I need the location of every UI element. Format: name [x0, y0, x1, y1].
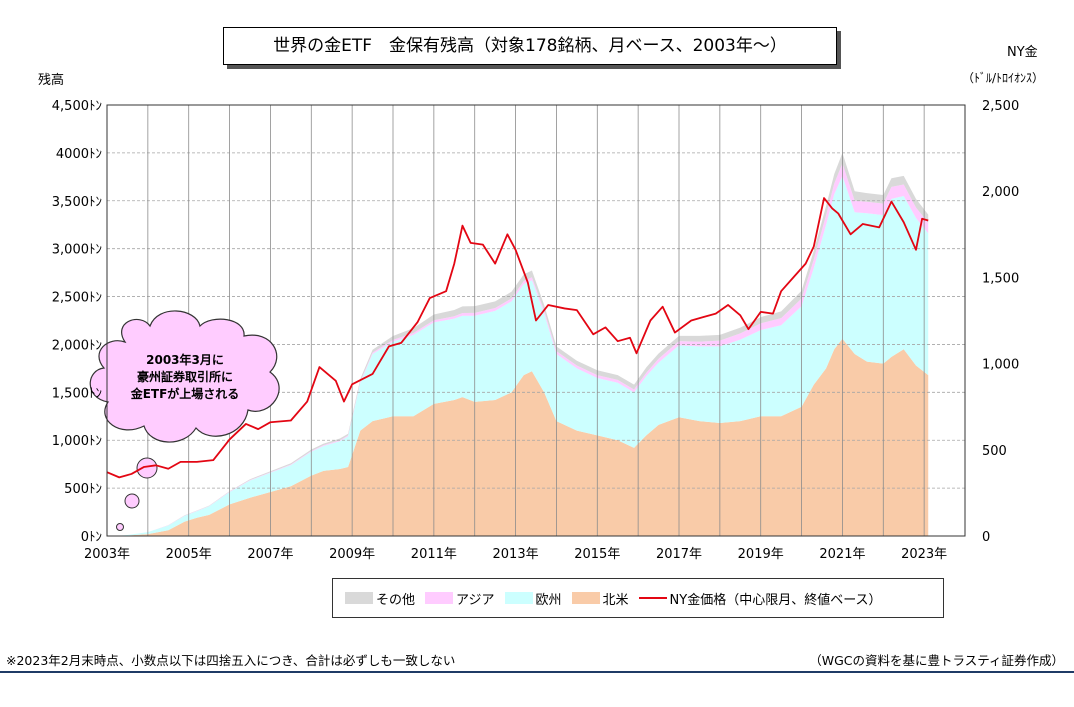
callout-cloud-shape [89, 310, 280, 443]
legend-swatch-europe [504, 592, 533, 604]
right-axis-title: NY金 [1007, 45, 1038, 60]
left-tick-label: 2,000ﾄﾝ [52, 338, 102, 353]
legend-swatch-north-america [571, 592, 600, 604]
right-tick-label: 0 [982, 530, 990, 545]
callout-cloud [89, 310, 280, 531]
left-tick-label: 2,500ﾄﾝ [52, 291, 102, 306]
left-axis-labels: 0ﾄﾝ 500ﾄﾝ 1,000ﾄﾝ 1,500ﾄﾝ 2,000ﾄﾝ 2,500ﾄﾝ 3,00… [52, 99, 102, 545]
right-tick-label: 1,500 [982, 271, 1019, 286]
legend-swatch-price [638, 597, 667, 599]
legend-item-asia: アジア [425, 589, 495, 608]
left-tick-label: 500ﾄﾝ [64, 482, 102, 497]
left-tick-label: 1,500ﾄﾝ [52, 386, 102, 401]
grid-lines [107, 105, 965, 536]
left-tick-label: 3,000ﾄﾝ [52, 243, 102, 258]
x-tick-label: 2017年 [656, 547, 702, 562]
legend-item-price: NY金価格（中心限月、終値ベース） [638, 589, 882, 608]
legend-swatch-asia [425, 592, 454, 604]
legend-item-north-america: 北米 [571, 589, 629, 608]
left-tick-label: 4,500ﾄﾝ [52, 99, 102, 114]
left-tick-label: 0ﾄﾝ [81, 530, 102, 545]
callout-line-1: 2003年3月に [146, 353, 224, 367]
right-axis-labels: 0 500 1,000 1,500 2,000 2,500 [982, 99, 1019, 545]
right-tick-label: 2,500 [982, 99, 1019, 114]
callout-bubble-small [116, 523, 124, 531]
left-tick-label: 1,000ﾄﾝ [52, 434, 102, 449]
x-tick-label: 2005年 [166, 547, 212, 562]
footer-rule [0, 671, 1074, 673]
price-line [106, 197, 929, 479]
legend-label-other: その他 [376, 592, 416, 608]
price-line-group [106, 197, 929, 479]
callout-line-2: 豪州証券取引所に [136, 370, 233, 384]
left-tick-label: 3,500ﾄﾝ [52, 195, 102, 210]
area-europe [115, 175, 929, 536]
legend-label-price: NY金価格（中心限月、終値ベース） [669, 592, 882, 608]
callout-bubble-medium [124, 493, 140, 509]
x-tick-label: 2009年 [329, 547, 375, 562]
area-north-america [115, 338, 929, 536]
legend-item-europe: 欧州 [504, 589, 562, 608]
callout-text: 2003年3月に 豪州証券取引所に 金ETFが上場される [105, 352, 265, 403]
x-axis-labels: 2003年 2005年 2007年 2009年 2011年 2013年 2015年 2017年… [84, 547, 947, 562]
x-tick-label: 2011年 [411, 547, 457, 562]
area-series [115, 152, 929, 536]
legend-item-other: その他 [345, 589, 415, 608]
footnote: ※2023年2月末時点、小数点以下は四捨五入につき、合計は必ずしも一致しない [6, 653, 456, 668]
legend-label-asia: アジア [456, 592, 495, 608]
x-tick-label: 2003年 [84, 547, 130, 562]
x-tick-label: 2021年 [819, 547, 865, 562]
x-tick-label: 2007年 [247, 547, 293, 562]
right-tick-label: 500 [982, 444, 1007, 459]
x-tick-label: 2019年 [738, 547, 784, 562]
left-axis-title: 残高 [38, 73, 65, 88]
legend: その他 アジア 欧州 北米 NY金価格（中心限月、終値ベース） [332, 578, 944, 618]
legend-swatch-other [345, 592, 373, 604]
x-tick-label: 2023年 [901, 547, 947, 562]
x-tick-label: 2015年 [574, 547, 620, 562]
right-tick-label: 1,000 [982, 358, 1019, 373]
source-note: （WGCの資料を基に豊トラスティ証券作成） [809, 653, 1064, 668]
callout-line-3: 金ETFが上場される [130, 387, 240, 401]
legend-label-europe: 欧州 [535, 592, 562, 608]
x-tick-label: 2013年 [493, 547, 539, 562]
plot-frame [106, 104, 966, 537]
right-tick-label: 2,000 [982, 185, 1019, 200]
right-axis-unit: （ﾄﾞﾙ/ﾄﾛｲｵﾝｽ） [962, 71, 1045, 85]
left-tick-label: 4000ﾄﾝ [56, 147, 102, 162]
legend-label-north-america: 北米 [602, 592, 629, 608]
callout-bubble-large [136, 457, 158, 479]
chart-title: 世界の金ETF 金保有残高（対象178銘柄、月ベース、2003年～） [223, 27, 837, 65]
